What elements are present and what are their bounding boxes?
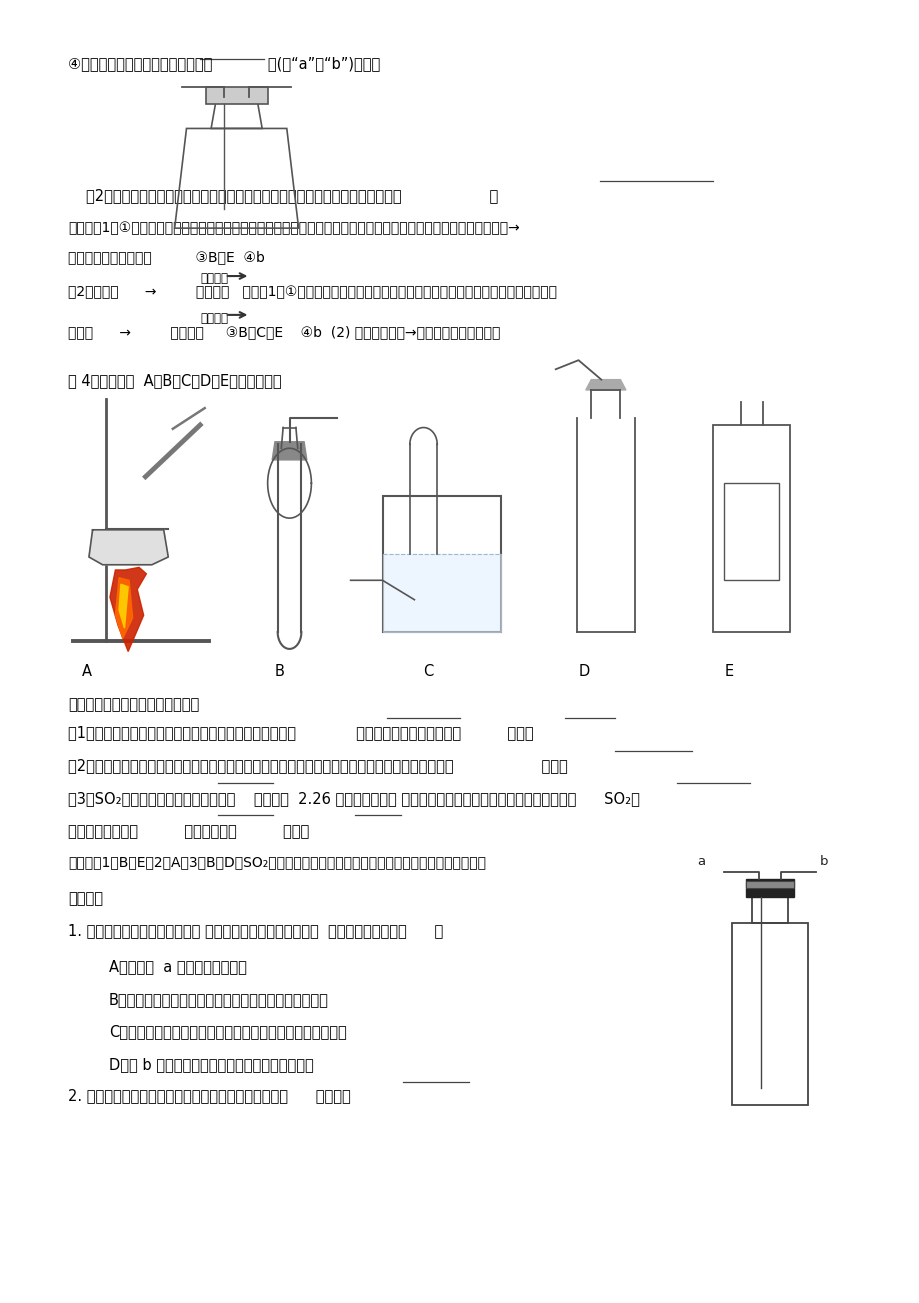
Polygon shape — [272, 442, 307, 460]
Text: ④如用下图装置收集该气体，气体由            端(填“a”或“b”)导入。: ④如用下图装置收集该气体，气体由 端(填“a”或“b”)导入。 — [68, 56, 380, 70]
Bar — [382, 496, 501, 632]
Text: A．气体从  a 端通入，收集氧气: A．气体从 a 端通入，收集氧气 — [108, 959, 246, 975]
Text: 例 4：现有下列  A、B、C、D、E五种实验装置: 例 4：现有下列 A、B、C、D、E五种实验装置 — [68, 373, 281, 388]
Text: 【练习】: 【练习】 — [68, 891, 103, 906]
Bar — [723, 483, 778, 580]
Text: （2）如猜想此五色气体还可能是另外一种气体，可以产生它的化学反应表达式是                   。: （2）如猜想此五色气体还可能是另外一种气体，可以产生它的化学反应表达式是 。 — [86, 188, 498, 203]
Text: （2）如果实验室加热氯酸钒（常温时白色固体）和二氧化邔的混合物制备氧气，气体发生装置可用                   装置。: （2）如果实验室加热氯酸钒（常温时白色固体）和二氧化邔的混合物制备氧气，气体发生… — [68, 757, 567, 773]
Text: b: b — [819, 855, 828, 868]
Text: 二氧化邔: 二氧化邔 — [200, 313, 228, 326]
Text: （3）SO₂是无色有刺激性气味的气体，    比空气重  2.26 倍，易溶于水。 实验室常用固体亚硫酸盐与稀硫酸制取少量的      SO₂，: （3）SO₂是无色有刺激性气味的气体， 比空气重 2.26 倍，易溶于水。 实验… — [68, 791, 639, 807]
Text: D．在 b 端接量筒，瓶内装满水，测量气体的体积: D．在 b 端接量筒，瓶内装满水，测量气体的体积 — [108, 1057, 313, 1072]
Text: 气体发生装置应用          装置；收集用          装置。: 气体发生装置应用 装置；收集用 装置。 — [68, 823, 309, 839]
Text: 2. 如图所示的四个装置图及其使用方法的说明中，错误      的一项是: 2. 如图所示的四个装置图及其使用方法的说明中，错误 的一项是 — [68, 1088, 350, 1102]
Text: 1. 右图装置可用于气体的收集、 检验、除杂和体积的测量等，  不能完成的实验是（      ）: 1. 右图装置可用于气体的收集、 检验、除杂和体积的测量等， 不能完成的实验是（… — [68, 924, 443, 938]
Polygon shape — [89, 530, 168, 564]
Text: 答案：（1）①二氧化碳：将生成的气体通入澄清石灰水；若澄清石灰水变混浊，则该气体是二氧化碳；碳酸馒＋盐酸→: 答案：（1）①二氧化碳：将生成的气体通入澄清石灰水；若澄清石灰水变混浊，则该气体… — [68, 222, 519, 236]
Polygon shape — [382, 554, 501, 632]
Bar — [745, 881, 793, 889]
Text: E: E — [723, 665, 732, 679]
Bar — [206, 87, 267, 104]
Text: 根据题意，将装置序号填入空格中: 根据题意，将装置序号填入空格中 — [68, 697, 199, 711]
Text: 答案：（1）B，E（2）A（3）B，D（SO₂有毒，最好在通风厨内收集或利用排饱和亚硫酸钓法收集）: 答案：（1）B，E（2）A（3）B，D（SO₂有毒，最好在通风厨内收集或利用排饱… — [68, 855, 485, 869]
Bar — [751, 891, 788, 924]
Text: A: A — [82, 665, 92, 679]
Text: a: a — [697, 855, 704, 868]
Polygon shape — [585, 379, 625, 390]
Text: B: B — [275, 665, 285, 679]
Text: 氯化馒＋水＋二氧化碳          ③B，E  ④b: 氯化馒＋水＋二氧化碳 ③B，E ④b — [68, 250, 265, 265]
Text: C．瓶内装有氢氧化钓溶液，吸收一氧化碳中混有的二氧化碳: C．瓶内装有氢氧化钓溶液，吸收一氧化碳中混有的二氧化碳 — [108, 1024, 346, 1040]
Polygon shape — [109, 567, 146, 652]
Text: B．瓶内装有澄清石灰水，检验氧气中是否混有二氧化碳: B．瓶内装有澄清石灰水，检验氧气中是否混有二氧化碳 — [108, 992, 328, 1007]
Text: C: C — [423, 665, 434, 679]
Polygon shape — [175, 129, 299, 228]
Text: 双氧水      →         水＋氧气     ③B，C或E    ④b  (2) 碳酸馒＋盐酸→氯化馒＋水＋二氧化碳: 双氧水 → 水＋氧气 ③B，C或E ④b (2) 碳酸馒＋盐酸→氯化馒＋水＋二氧… — [68, 326, 500, 339]
Polygon shape — [115, 577, 132, 638]
Text: D: D — [578, 665, 589, 679]
Text: （2）双氧水      →         水＋氧气   或：（1）①氧气：用带火星的木条伸入集气瓶中；若木条复燃，则该气体是氧气；: （2）双氧水 → 水＋氧气 或：（1）①氧气：用带火星的木条伸入集气瓶中；若木条… — [68, 285, 556, 300]
Text: 二氧化邔: 二氧化邔 — [200, 272, 228, 285]
Bar — [712, 425, 789, 632]
Polygon shape — [119, 584, 128, 628]
Bar — [745, 880, 793, 898]
Text: （1）实验室用锕粒和稀硫酸制取氢气，气体发生装置可用             装置，收集干燥的氢气应用          装置。: （1）实验室用锕粒和稀硫酸制取氢气，气体发生装置可用 装置，收集干燥的氢气应用 … — [68, 726, 533, 740]
Bar — [731, 924, 808, 1105]
